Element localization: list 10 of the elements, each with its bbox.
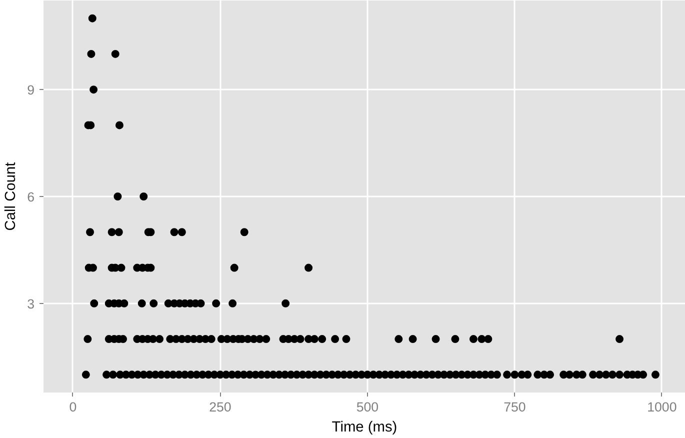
y-tick-label: 9 <box>27 82 35 98</box>
x-axis-title: Time (ms) <box>332 420 398 436</box>
y-tick-label: 6 <box>27 190 35 204</box>
x-tick-label: 500 <box>356 400 379 414</box>
x-tick-label: 250 <box>209 400 232 414</box>
x-tick-label: 750 <box>504 400 526 414</box>
y-axis-title: Call Count <box>3 162 20 231</box>
x-tick-label: 1000 <box>647 400 677 414</box>
y-tick-label: 3 <box>27 296 35 312</box>
x-tick-label: 0 <box>69 400 77 414</box>
